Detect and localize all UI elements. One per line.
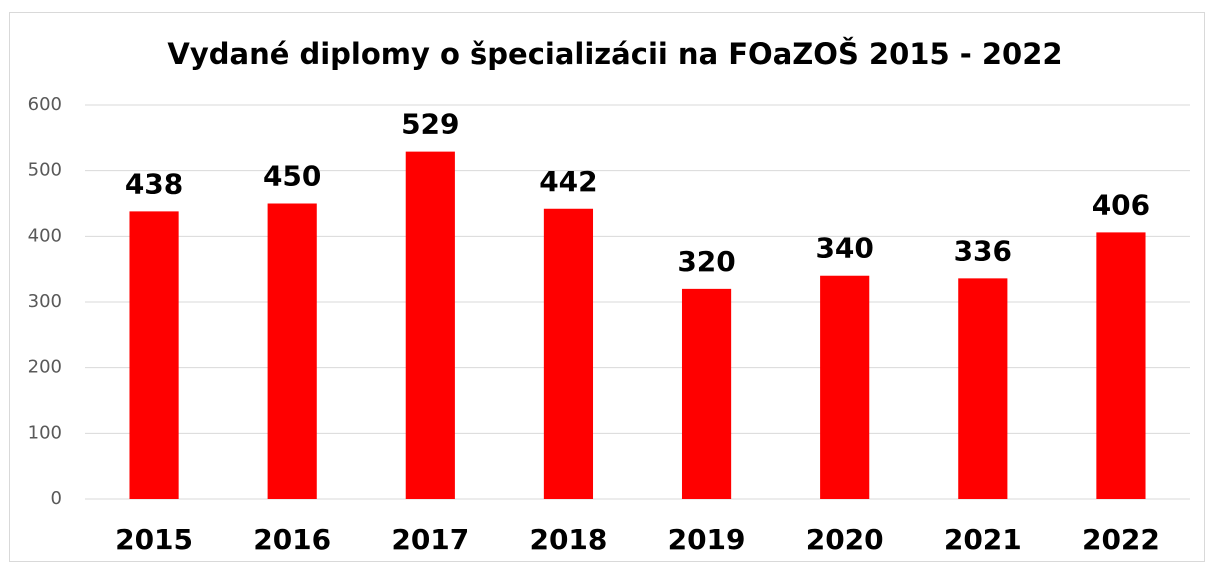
x-tick-label: 2017 (391, 523, 469, 556)
data-label: 340 (815, 232, 873, 265)
data-label: 529 (401, 108, 459, 141)
y-tick-label: 500 (28, 160, 62, 181)
data-label: 438 (125, 167, 183, 200)
x-tick-label: 2015 (115, 523, 193, 556)
x-tick-label: 2022 (1082, 523, 1160, 556)
bar (820, 275, 870, 499)
bar (1096, 232, 1146, 500)
data-label: 320 (677, 245, 735, 278)
x-tick-label: 2018 (529, 523, 607, 556)
y-tick-label: 0 (51, 488, 62, 509)
x-tick-label: 2019 (668, 523, 746, 556)
bar (958, 278, 1008, 499)
y-tick-label: 400 (28, 225, 62, 246)
bar (405, 151, 455, 499)
x-tick-label: 2016 (253, 523, 331, 556)
bar (681, 288, 732, 499)
bar (129, 211, 179, 499)
y-tick-label: 600 (28, 94, 62, 115)
data-label: 406 (1092, 188, 1150, 221)
bar (543, 208, 594, 499)
chart-border (9, 12, 1205, 562)
data-label: 450 (263, 160, 321, 193)
y-tick-label: 300 (28, 291, 62, 312)
bar (267, 203, 317, 499)
y-tick-label: 200 (28, 357, 62, 378)
data-label: 442 (539, 165, 597, 198)
chart-title: Vydané diplomy o špecializácii na FOaZOŠ… (167, 37, 1062, 71)
x-tick-label: 2021 (944, 523, 1022, 556)
x-tick-label: 2020 (806, 523, 884, 556)
y-tick-label: 100 (28, 422, 62, 443)
data-label: 336 (954, 234, 1012, 267)
